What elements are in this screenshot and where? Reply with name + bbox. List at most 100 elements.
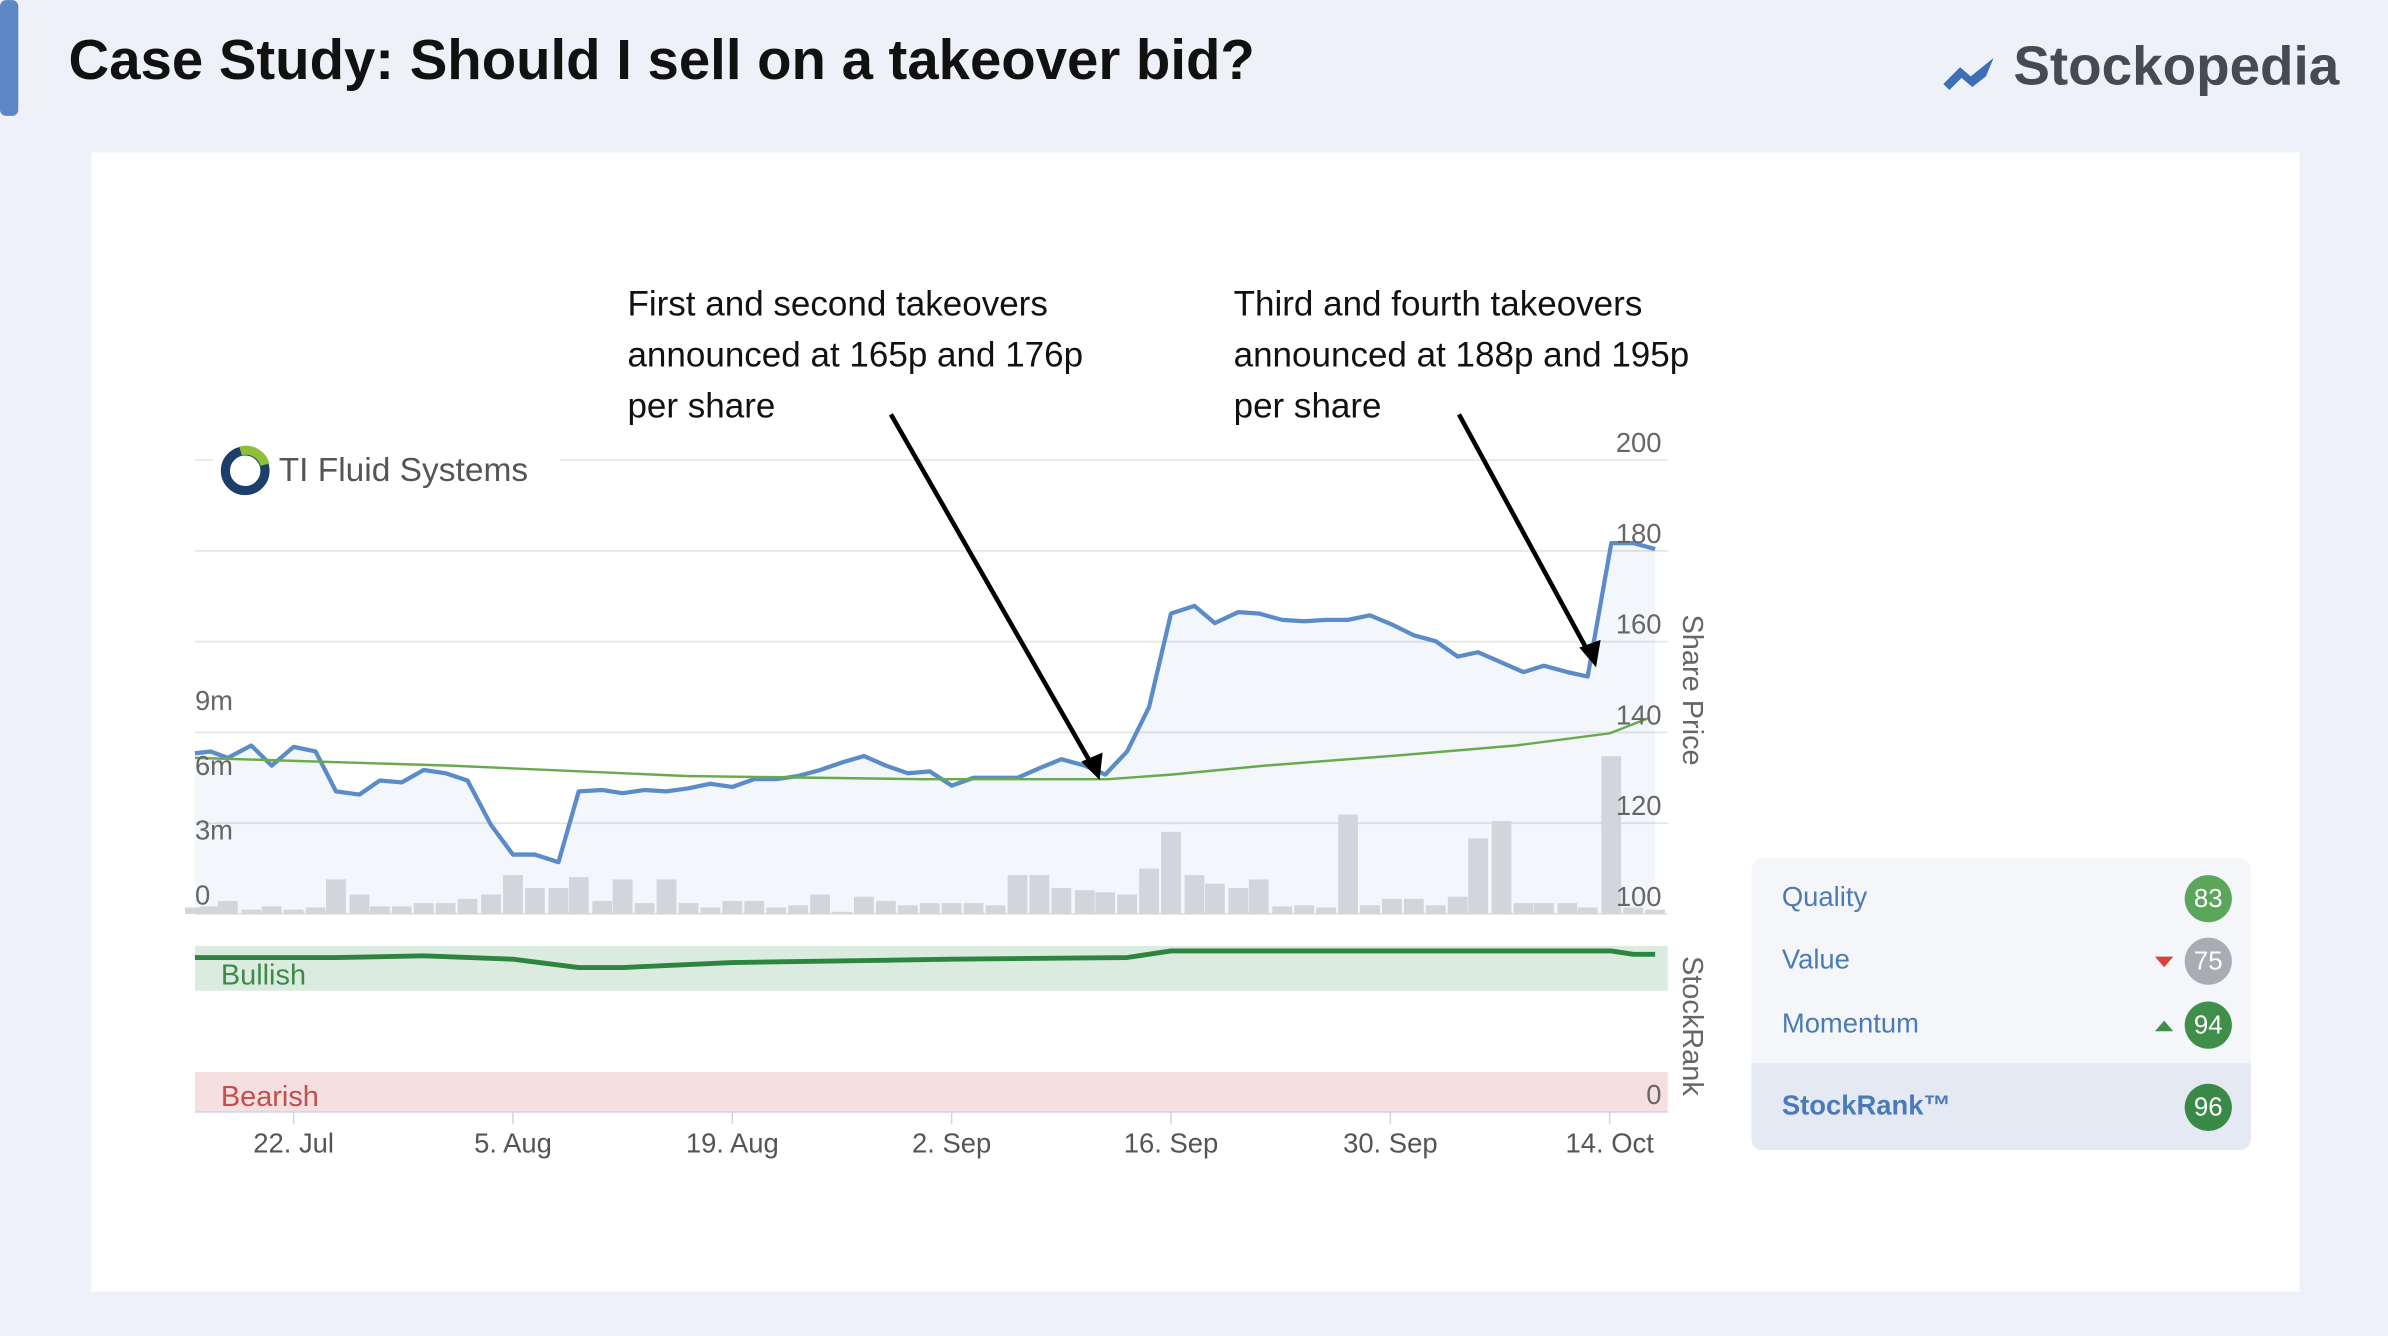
company-name: TI Fluid Systems bbox=[279, 452, 528, 489]
arrow-head bbox=[1579, 639, 1601, 668]
trend-down bbox=[2154, 956, 2174, 968]
volume-bar bbox=[481, 894, 501, 914]
volume-bar bbox=[1338, 814, 1358, 914]
rank-label: Value bbox=[1782, 943, 1850, 974]
volume-bar bbox=[1533, 903, 1554, 914]
volume-bar bbox=[548, 888, 569, 914]
rank-value: 96 bbox=[2194, 1094, 2223, 1122]
volume-bar bbox=[1623, 907, 1644, 914]
slide-title: Case Study: Should I sell on a takeover … bbox=[69, 28, 1255, 91]
volume-bar bbox=[634, 903, 655, 914]
x-tick-label: 19. Aug bbox=[686, 1128, 779, 1159]
y-tick-label: 9m bbox=[195, 685, 233, 716]
y-tick-label: 0 bbox=[1646, 1079, 1661, 1110]
price-area bbox=[194, 543, 1656, 914]
rank-value: 94 bbox=[2194, 1012, 2223, 1040]
annotation-text: announced at 188p and 195p bbox=[1234, 336, 1690, 375]
volume-bar bbox=[1382, 898, 1402, 914]
annotation-text: First and second takeovers bbox=[627, 285, 1047, 324]
x-tick-label: 16. Sep bbox=[1124, 1128, 1218, 1159]
volume-bar bbox=[1360, 905, 1380, 914]
volume-bar bbox=[1095, 892, 1116, 914]
volume-bar bbox=[592, 900, 613, 914]
band-label: Bearish bbox=[221, 1081, 319, 1113]
x-tick-label: 5. Aug bbox=[474, 1128, 552, 1159]
x-tick-label: 30. Sep bbox=[1343, 1128, 1437, 1159]
series-line bbox=[194, 540, 1656, 865]
rank-panel: Quality 83 Value 75 Momentum 94 StockRank™ 96 bbox=[1751, 857, 2251, 1151]
arrow-head bbox=[1081, 752, 1103, 780]
volume-bar bbox=[919, 903, 940, 914]
volume-bar bbox=[1491, 821, 1512, 914]
volume-bar bbox=[1029, 875, 1050, 914]
volume-bar bbox=[678, 903, 699, 914]
volume-bar bbox=[1425, 905, 1446, 914]
volume-bar bbox=[413, 903, 434, 914]
volume-bar bbox=[612, 879, 633, 914]
volume-bar bbox=[1204, 883, 1225, 914]
y-tick-label: 6m bbox=[195, 750, 233, 781]
volume-bar bbox=[854, 896, 874, 914]
volume-bar bbox=[656, 879, 677, 914]
volume-bar bbox=[941, 903, 962, 914]
volume-bar bbox=[1513, 903, 1534, 914]
volume-bar bbox=[1228, 888, 1249, 914]
volume-bar bbox=[435, 903, 456, 914]
volume-bar bbox=[700, 907, 721, 914]
volume-bar bbox=[1051, 888, 1072, 914]
annotations: First and second takeovers announced at 1… bbox=[627, 285, 1689, 780]
series-line bbox=[194, 716, 1650, 781]
volume-bar bbox=[261, 906, 282, 914]
line-layer bbox=[194, 540, 1656, 971]
annotation-arrow bbox=[1456, 413, 1592, 657]
grid-layer bbox=[194, 459, 1668, 1125]
volume-bar bbox=[1161, 831, 1181, 914]
logo-accent bbox=[239, 445, 270, 467]
volume-bar bbox=[1117, 894, 1138, 914]
volume-bar bbox=[1316, 907, 1336, 914]
rank-label: Quality bbox=[1782, 881, 1868, 912]
volume-bar bbox=[722, 900, 743, 914]
volume-bar bbox=[1294, 905, 1315, 914]
volume-bar bbox=[1272, 906, 1293, 914]
volume-bar bbox=[744, 900, 765, 914]
volume-bar bbox=[1007, 875, 1028, 914]
volume-bar bbox=[1645, 909, 1666, 914]
rank-badge bbox=[2184, 1083, 2232, 1131]
volume-bar bbox=[985, 905, 1006, 914]
rank-badge bbox=[2184, 875, 2232, 923]
annotation-text: per share bbox=[627, 387, 775, 426]
y-tick-label: 140 bbox=[1616, 699, 1662, 730]
volume-bar bbox=[503, 875, 523, 914]
volume-bar bbox=[1248, 879, 1269, 914]
volume-bar bbox=[457, 898, 478, 914]
rank-badge bbox=[2184, 1001, 2232, 1049]
volume-bar bbox=[1403, 898, 1424, 914]
volume-bar bbox=[897, 905, 918, 914]
volume-bar bbox=[1601, 756, 1622, 914]
volume-bar bbox=[1184, 875, 1205, 914]
annotation-text: per share bbox=[1234, 387, 1382, 426]
volume-bar bbox=[349, 894, 370, 914]
rank-label: Momentum bbox=[1782, 1007, 1919, 1038]
volume-bar bbox=[1577, 907, 1598, 914]
axis-title: StockRank bbox=[1676, 956, 1708, 1096]
logo-bg bbox=[213, 438, 561, 500]
annotation-arrow bbox=[888, 413, 1096, 769]
volume-bar bbox=[832, 911, 852, 914]
label-layer: 100 120 140 160 180 200 Share Price TI Fluid Sy… bbox=[195, 427, 1708, 1159]
volume-bar bbox=[875, 900, 896, 914]
trend-up bbox=[2154, 1020, 2174, 1032]
volume-bar bbox=[1447, 896, 1468, 914]
brand-icon bbox=[1943, 58, 1994, 91]
volume-bar bbox=[788, 905, 809, 914]
brand-name: Stockopedia bbox=[2013, 35, 2339, 97]
volume-bar bbox=[185, 907, 205, 914]
volume-bar bbox=[568, 877, 589, 914]
x-tick-label: 2. Sep bbox=[912, 1128, 991, 1159]
volume-bar bbox=[1468, 838, 1488, 914]
y-tick-label: 0 bbox=[195, 879, 210, 910]
brand-logo: Stockopedia bbox=[1943, 35, 2340, 97]
